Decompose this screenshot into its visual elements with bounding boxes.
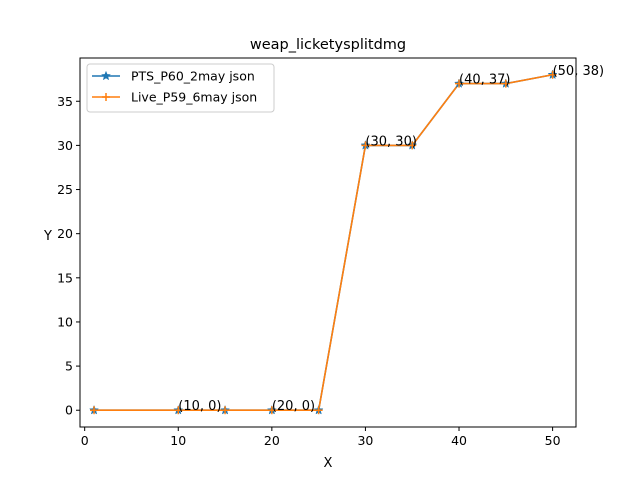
data-point: [501, 79, 510, 88]
legend-label: PTS_P60_2may json: [131, 69, 255, 84]
x-tick-label: 40: [451, 433, 467, 448]
legend-frame: [86, 63, 275, 113]
data-point-annotation: (30, 30): [365, 134, 417, 149]
data-point: [455, 79, 464, 88]
legend-label: Live_P59_6may json: [131, 90, 257, 105]
y-tick-label: 10: [57, 314, 73, 329]
data-point: [174, 406, 183, 415]
y-tick-label: 35: [57, 94, 73, 109]
y-tick-label: 15: [57, 270, 73, 285]
data-point: [361, 141, 370, 150]
data-point: [548, 70, 557, 79]
data-point-annotation: (40, 37): [459, 73, 511, 88]
series-line-2: [94, 73, 553, 412]
legend: PTS_P60_2may json Live_P59_6may json: [86, 63, 275, 113]
annotations: (10, 0) (20, 0) (30, 30) (40, 37) (50, 38): [178, 64, 604, 414]
series-lines: [94, 73, 553, 412]
y-axis: 0 5 10 15 20 25 30 35: [57, 94, 80, 418]
x-axis-label: X: [324, 456, 333, 471]
data-point: [267, 406, 276, 415]
x-tick-label: 50: [545, 433, 561, 448]
data-point-annotation: (50, 38): [553, 64, 605, 79]
data-point: [90, 406, 99, 415]
legend-item: PTS_P60_2may json: [92, 69, 255, 84]
x-axis: 0 10 20 30 40 50: [81, 427, 561, 448]
legend-marker: [100, 70, 112, 81]
data-point: [408, 141, 417, 150]
y-tick-label: 0: [65, 403, 73, 418]
plot-area: [80, 58, 576, 427]
data-point-annotation: (20, 0): [272, 399, 315, 414]
series-markers: [89, 69, 558, 415]
x-tick-label: 0: [81, 433, 89, 448]
chart-title: weap_licketysplitdmg: [250, 37, 406, 53]
data-point: [314, 406, 323, 415]
y-axis-label: Y: [43, 229, 52, 244]
x-tick-label: 20: [264, 433, 280, 448]
y-tick-label: 30: [57, 138, 73, 153]
plot-frame: [79, 57, 577, 428]
data-point: [221, 406, 230, 415]
x-tick-label: 30: [357, 433, 373, 448]
data-point-annotation: (10, 0): [178, 399, 221, 414]
legend-item: Live_P59_6may json: [92, 90, 257, 105]
legend-marker: [102, 93, 110, 101]
y-tick-label: 25: [57, 182, 73, 197]
x-tick-label: 10: [170, 433, 186, 448]
y-tick-label: 20: [57, 226, 73, 241]
y-tick-label: 5: [65, 359, 73, 374]
